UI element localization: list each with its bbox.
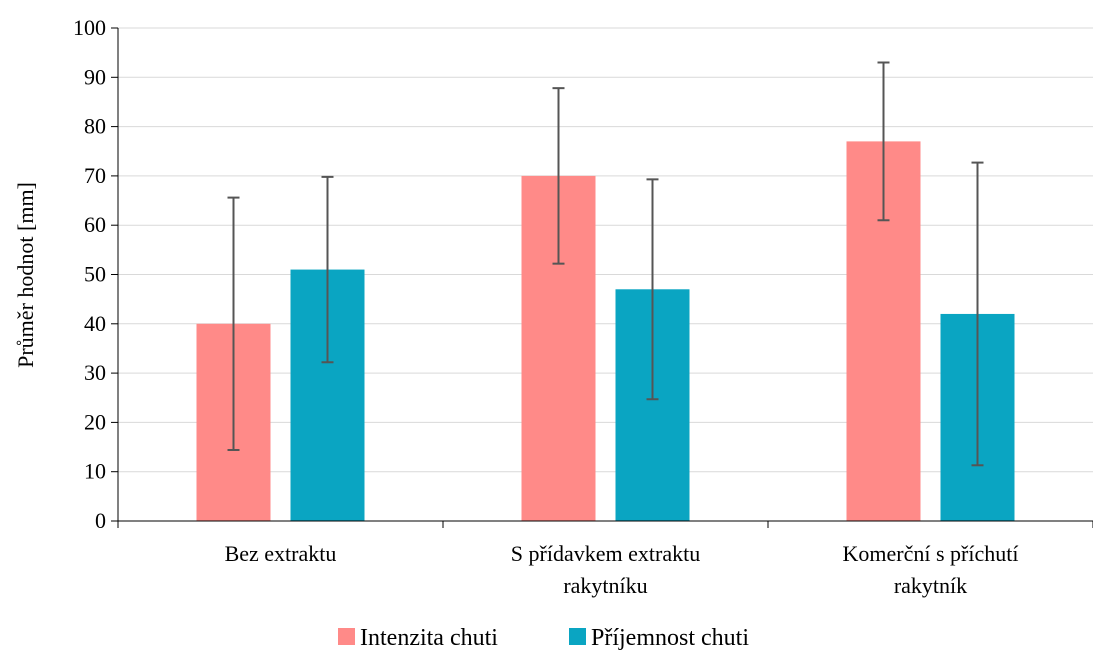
y-tick-label: 40: [84, 311, 106, 336]
legend-label: Intenzita chuti: [360, 625, 498, 651]
y-tick-label: 20: [84, 409, 106, 434]
x-category-label: rakytník: [894, 573, 967, 598]
y-tick-label: 60: [84, 212, 106, 237]
x-category-label: rakytníku: [563, 573, 647, 598]
y-tick-label: 90: [84, 64, 106, 89]
error-bars: [227, 61, 984, 467]
legend-swatch: [569, 628, 586, 645]
x-category-label: Komerční s příchutí: [843, 541, 1019, 566]
y-tick-label: 30: [84, 360, 106, 385]
x-category-labels: Bez extraktu S přídavkem extraktu rakytník…: [225, 541, 1019, 598]
y-tick-label: 70: [84, 163, 106, 188]
y-tick-label: 80: [84, 114, 106, 139]
y-tick-label: 0: [95, 508, 106, 533]
y-axis-title: Průměr hodnot [mm]: [13, 182, 38, 368]
gridlines: [111, 27, 1093, 522]
bars: [196, 141, 1015, 521]
legend-swatch: [338, 628, 355, 645]
y-tick-label: 50: [84, 262, 106, 287]
x-category-label: S přídavkem extraktu: [511, 541, 700, 566]
y-tick-label: 100: [73, 15, 106, 40]
y-tick-labels: 0 10 20 30 40 50 60 70 80 90 100: [73, 15, 106, 533]
axes: [117, 28, 1093, 528]
legend: Intenzita chuti Příjemnost chuti: [338, 625, 749, 651]
x-category-label: Bez extraktu: [225, 541, 337, 566]
legend-label: Příjemnost chuti: [591, 625, 749, 651]
y-tick-label: 10: [84, 459, 106, 484]
